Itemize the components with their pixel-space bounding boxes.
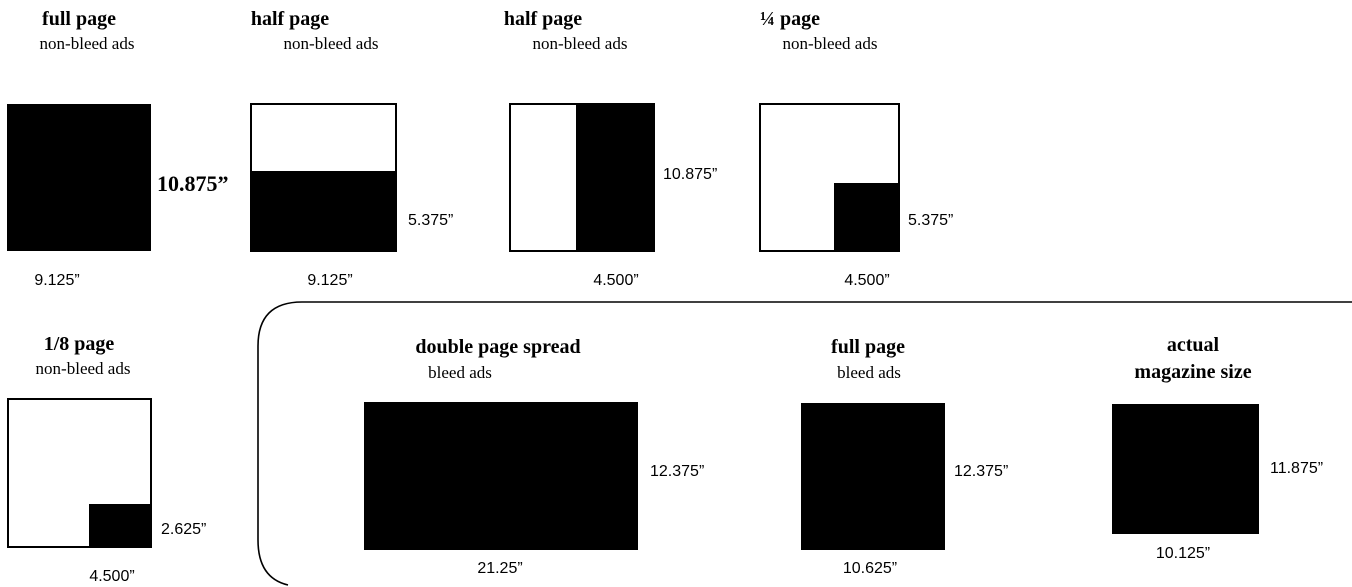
width-label: 9.125”	[307, 272, 353, 289]
width-label: 21.25”	[477, 560, 523, 577]
height-label: 2.625”	[161, 521, 207, 538]
ad-subtitle: bleed ads	[428, 363, 492, 382]
ad-area	[801, 403, 945, 550]
magazine-title-line1: actual	[1166, 334, 1220, 356]
width-label: 4.500”	[844, 272, 890, 289]
height-label: 5.375”	[908, 212, 954, 229]
width-label: 9.125”	[34, 272, 80, 289]
ad-area	[576, 103, 655, 252]
magazine-area	[1112, 404, 1259, 534]
ad-title: half page	[250, 8, 330, 30]
height-label: 12.375”	[954, 463, 1009, 480]
ad-subtitle: non-bleed ads	[283, 34, 379, 53]
ad-area	[364, 402, 638, 550]
ad-subtitle: bleed ads	[837, 363, 901, 382]
magazine-title-line2: magazine size	[1134, 361, 1252, 383]
ad-subtitle: non-bleed ads	[782, 34, 878, 53]
ad-area	[834, 183, 900, 252]
ad-area	[250, 171, 397, 252]
width-label: 4.500”	[89, 568, 135, 585]
ad-area	[7, 104, 151, 251]
ad-title: ¼ page	[760, 8, 820, 30]
ad-subtitle: non-bleed ads	[39, 34, 135, 53]
width-label: 10.125”	[1155, 545, 1211, 562]
height-label: 11.875”	[1270, 460, 1324, 477]
height-label: 12.375”	[650, 463, 705, 480]
width-label: 4.500”	[593, 272, 639, 289]
height-label: 5.375”	[408, 212, 454, 229]
ad-title: full page	[831, 336, 905, 358]
ad-area	[89, 504, 152, 548]
ad-title: full page	[42, 8, 116, 30]
height-label: 10.875”	[663, 166, 718, 183]
height-label: 10.875”	[157, 171, 229, 196]
ad-title: double page spread	[415, 336, 581, 358]
ad-subtitle: non-bleed ads	[532, 34, 628, 53]
width-label: 10.625”	[842, 560, 898, 577]
ad-subtitle: non-bleed ads	[35, 359, 131, 378]
ad-title: half page	[503, 8, 583, 30]
ad-title: 1/8 page	[43, 333, 115, 355]
